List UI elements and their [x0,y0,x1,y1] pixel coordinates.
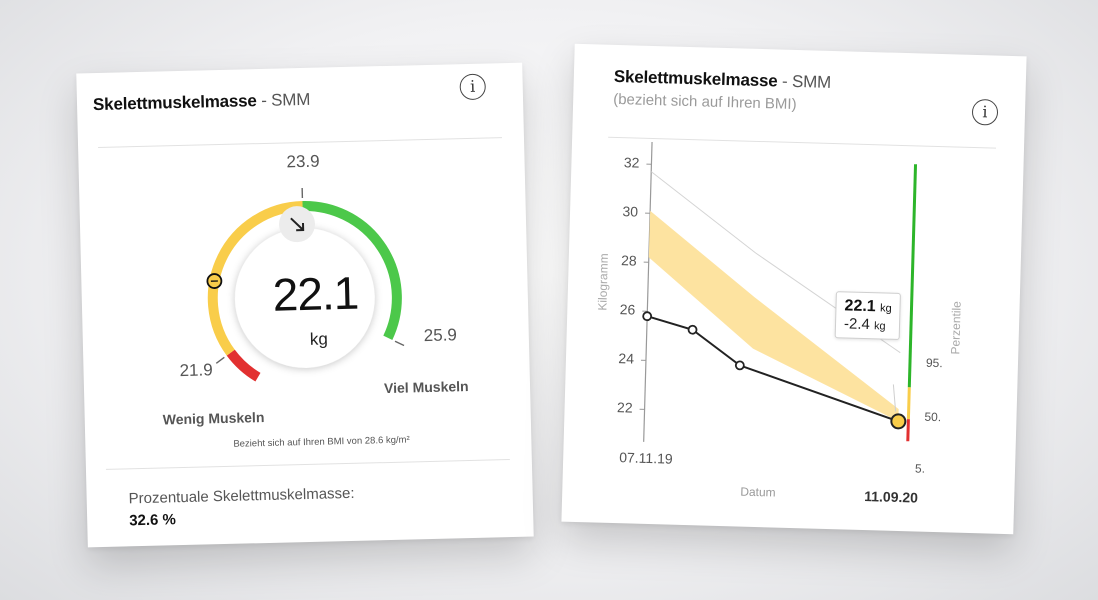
percentile-bar-red [906,419,910,442]
y-tick-label: 30 [622,203,639,220]
info-icon[interactable]: i [459,73,487,101]
low-muscle-caption: Wenig Muskeln [162,409,265,428]
percentile-50: 50. [924,409,942,425]
threshold-lower: 21.9 [179,360,213,381]
smm-value: 22.1 [272,266,359,321]
tooltip-pointer [892,384,897,412]
y-axis-title: Kilogramm [595,253,611,311]
latest-data-point [890,413,907,430]
y-axis-line [643,141,653,442]
x-start-label: 07.11.19 [619,449,673,467]
gauge-center-disc [234,228,375,369]
percentile-bar-green [907,164,918,388]
y-tick-label: 32 [623,154,640,171]
y-tick-label: 22 [616,399,633,417]
value-tooltip: 22.1 kg -2.4 kg [834,291,902,340]
smm-chart-card: Skelettmuskelmasse - SMM (bezieht sich a… [561,43,1027,535]
percentile-bar-yellow [906,387,911,420]
trend-arrow-icon [279,206,316,243]
data-point [687,324,698,335]
x-end-label: 11.09.20 [864,488,919,506]
gauge-arc-yellow [207,201,303,356]
percentile-95: 95. [925,355,943,371]
smm-unit: kg [309,329,329,349]
percent-value: 32.6 % [129,511,177,530]
high-muscle-caption: Viel Muskeln [383,378,469,397]
data-point [642,311,653,322]
smm-series-line [646,315,899,423]
gauge-arc-red [226,349,261,382]
percentile-5: 5. [914,461,926,476]
gauge [206,188,405,382]
percentile-band [648,210,899,422]
y2-axis-title: Perzentile [948,300,964,355]
gauge-tick-right [394,340,405,347]
card-title: Skelettmuskelmasse - SMM [92,89,311,115]
data-point [734,360,745,371]
threshold-upper: 23.9 [286,151,320,172]
gauge-tick-lower [215,356,225,364]
smm-gauge-card: Skelettmuskelmasse - SMM i 23.9 25.9 21.… [76,62,534,548]
threshold-right: 25.9 [423,325,458,346]
y-tick-label: 24 [618,350,635,367]
x-axis-title: Datum [740,484,776,500]
gauge-arc-green [302,201,402,340]
